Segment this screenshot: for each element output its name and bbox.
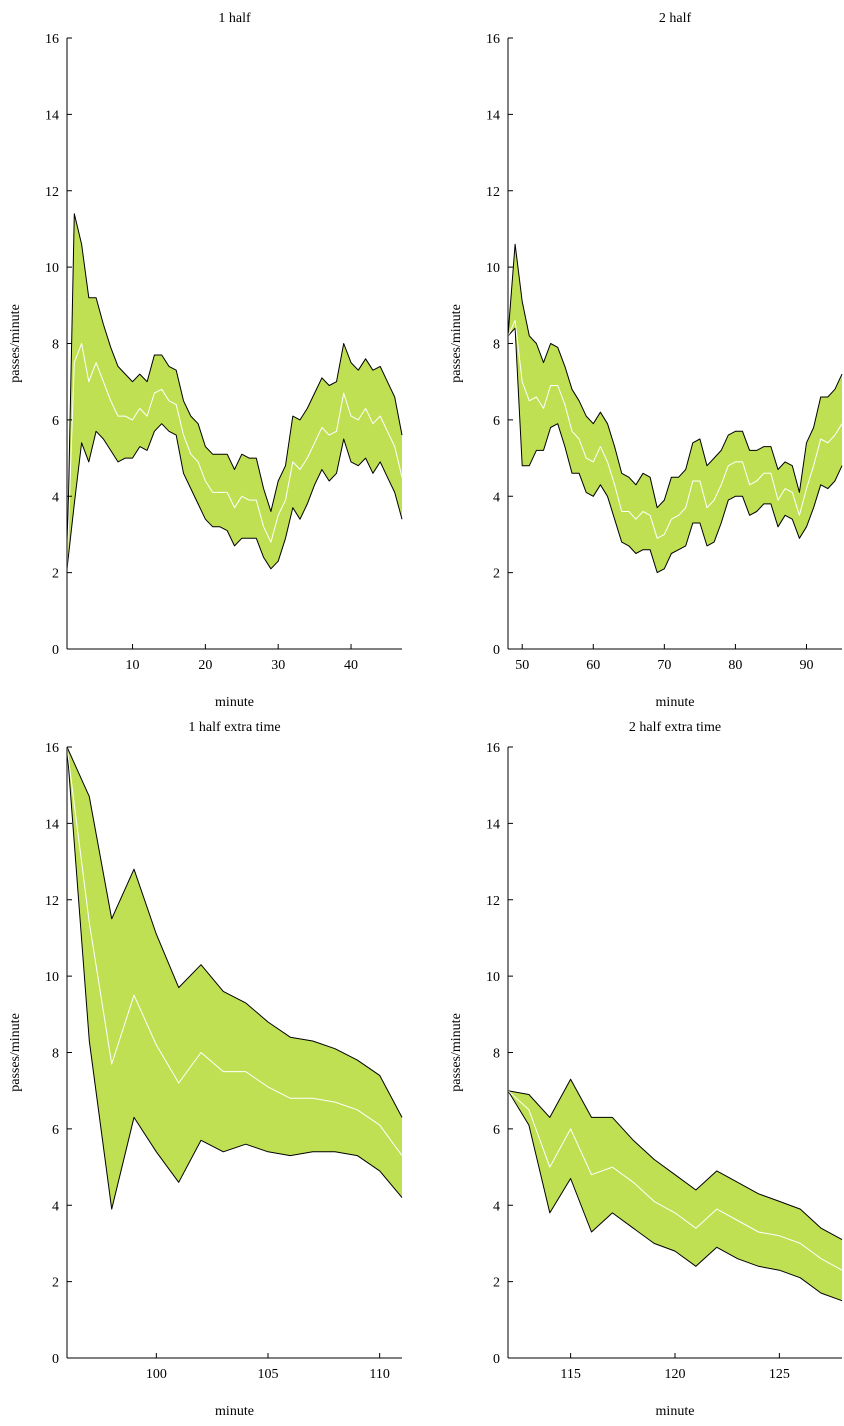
second-half-extra-time-y-tick-label: 0 (493, 1352, 500, 1367)
panel-second-half-extra-time: 0 2 4 6 8 10 12 14 16 115 120 125 2 half extra time m… (449, 720, 843, 1419)
first-half-extra-time-y-tick-label: 14 (45, 817, 59, 832)
first-half-y-tick-label: 16 (45, 32, 59, 47)
second-half-extra-time-y-tick-label: 12 (486, 894, 500, 909)
second-half-x-tick-label: 80 (728, 658, 742, 673)
first-half-x-tick-label: 20 (198, 658, 212, 673)
second-half-extra-time-x-tick-label: 120 (665, 1367, 686, 1382)
first-half-extra-time-y-axis-label: passes/minute (8, 1013, 23, 1092)
second-half-y-tick-label: 16 (486, 32, 500, 47)
first-half-extra-time-mean-line (66, 746, 403, 1156)
first-half-extra-time-y-tick-label: 12 (45, 894, 59, 909)
second-half-y-tick-label: 4 (493, 490, 500, 505)
first-half-y-axis-label: passes/minute (8, 304, 23, 383)
first-half-x-tick-label: 30 (271, 658, 285, 673)
first-half-extra-time-upper-bound-line (66, 746, 403, 1118)
second-half-title: 2 half (659, 11, 692, 26)
second-half-y-tick-label: 6 (493, 414, 500, 429)
second-half-band-area (508, 244, 842, 573)
second-half-extra-time-x-axis-label: minute (656, 1404, 695, 1419)
second-half-y-tick-label: 10 (486, 261, 500, 276)
second-half-extra-time-upper-bound-line (507, 1078, 843, 1241)
first-half-y-tick-label: 8 (52, 338, 59, 353)
second-half-y-axis-label: passes/minute (449, 304, 464, 383)
second-half-extra-time-mean-line (507, 1090, 843, 1271)
second-half-x-axis-label: minute (656, 695, 695, 710)
first-half-extra-time-x-axis-label: minute (215, 1404, 254, 1419)
second-half-extra-time-lower-bound-line (507, 1090, 843, 1302)
second-half-extra-time-y-tick-label: 10 (486, 970, 500, 985)
second-half-extra-time-y-tick-label: 4 (493, 1199, 500, 1214)
second-half-extra-time-x-tick-label: 115 (560, 1367, 580, 1382)
second-half-y-tick-label: 2 (493, 567, 500, 582)
first-half-extra-time-y-tick-label: 4 (52, 1199, 59, 1214)
first-half-extra-time-y-tick-label: 0 (52, 1352, 59, 1367)
first-half-y-tick-label: 2 (52, 567, 59, 582)
second-half-extra-time-y-tick-label: 8 (493, 1047, 500, 1062)
first-half-band-area (67, 213, 402, 569)
first-half-y-tick-label: 4 (52, 490, 59, 505)
first-half-lower-bound-line (66, 423, 403, 570)
second-half-extra-time-y-axis-label: passes/minute (449, 1013, 464, 1092)
second-half-extra-time-x-tick-label: 125 (769, 1367, 790, 1382)
second-half-mean-line (507, 320, 843, 539)
second-half-extra-time-band-area (508, 1079, 842, 1301)
second-half-extra-time-y-tick-label: 14 (486, 817, 500, 832)
second-half-x-tick-label: 50 (515, 658, 529, 673)
panel-first-half: 0 2 4 6 8 10 12 14 16 10 20 30 40 1 half minute passes/… (8, 11, 403, 710)
second-half-upper-bound-line (507, 243, 843, 509)
first-half-y-tick-label: 10 (45, 261, 59, 276)
first-half-x-tick-label: 40 (344, 658, 358, 673)
second-half-extra-time-title: 2 half extra time (629, 720, 721, 735)
first-half-y-tick-label: 0 (52, 643, 59, 658)
second-half-y-tick-label: 14 (486, 108, 500, 123)
first-half-extra-time-y-tick-label: 10 (45, 970, 59, 985)
first-half-mean-line (66, 343, 403, 569)
first-half-upper-bound-line (66, 213, 403, 569)
second-half-x-tick-label: 90 (799, 658, 813, 673)
first-half-extra-time-y-tick-label: 2 (52, 1276, 59, 1291)
first-half-extra-time-x-tick-label: 100 (146, 1367, 167, 1382)
first-half-extra-time-title: 1 half extra time (188, 720, 280, 735)
second-half-y-tick-label: 8 (493, 338, 500, 353)
first-half-extra-time-x-tick-label: 110 (369, 1367, 389, 1382)
second-half-x-tick-label: 60 (586, 658, 600, 673)
first-half-extra-time-lower-bound-line (66, 746, 403, 1210)
first-half-extra-time-x-tick-label: 105 (258, 1367, 279, 1382)
first-half-extra-time-band-area (67, 747, 402, 1210)
first-half-y-tick-label: 14 (45, 108, 59, 123)
first-half-title: 1 half (218, 11, 251, 26)
panel-second-half: 0 2 4 6 8 10 12 14 16 50 60 70 80 90 2 half minute passe… (449, 11, 843, 710)
second-half-y-tick-label: 12 (486, 185, 500, 200)
first-half-x-axis-label: minute (215, 695, 254, 710)
first-half-y-tick-label: 12 (45, 185, 59, 200)
second-half-x-tick-label: 70 (657, 658, 671, 673)
first-half-extra-time-y-tick-label: 16 (45, 741, 59, 756)
first-half-extra-time-y-tick-label: 6 (52, 1123, 59, 1138)
first-half-x-tick-label: 10 (126, 658, 140, 673)
panel-first-half-extra-time: 0 2 4 6 8 10 12 14 16 100 105 110 1 half extra time m… (8, 720, 403, 1419)
second-half-extra-time-y-tick-label: 2 (493, 1276, 500, 1291)
first-half-y-tick-label: 6 (52, 414, 59, 429)
first-half-extra-time-y-tick-label: 8 (52, 1047, 59, 1062)
second-half-lower-bound-line (507, 327, 843, 574)
second-half-extra-time-y-tick-label: 16 (486, 741, 500, 756)
second-half-extra-time-y-tick-label: 6 (493, 1123, 500, 1138)
second-half-y-tick-label: 0 (493, 643, 500, 658)
